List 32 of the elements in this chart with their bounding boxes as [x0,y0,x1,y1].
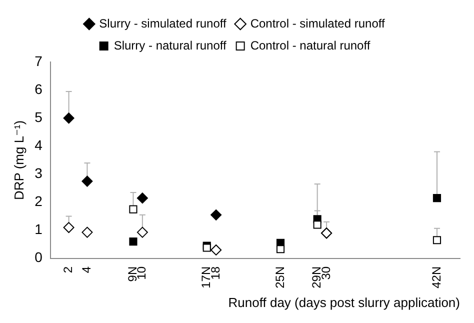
point [129,205,138,214]
point [276,245,285,254]
x-tick-label: 2 [61,266,76,274]
y-axis-title: DRP (mg L⁻¹) [11,120,26,200]
y-tick-label: 1 [34,221,43,238]
legend-label: Control - simulated runoff [250,16,386,30]
y-tick-label: 3 [34,165,43,182]
point [63,222,74,234]
point [432,194,442,202]
x-axis-title: Runoff day (days post slurry application) [228,294,460,310]
point [82,176,93,187]
point [136,192,148,204]
x-tick-label: 4 [80,266,94,274]
point [432,236,442,244]
point [136,226,148,238]
y-tick-label: 4 [34,137,43,154]
point [63,112,74,124]
point [210,209,222,220]
y-tick-label: 2 [34,193,43,210]
point [313,220,322,229]
legend-label: Slurry - simulated runoff [99,16,227,30]
legend-label: Slurry - natural runoff [114,38,227,52]
point [210,244,222,256]
y-tick-label: 7 [34,52,43,69]
y-tick-label: 6 [34,80,43,97]
point [129,238,138,246]
x-tick-label: 25N [272,266,287,288]
y-tick-label: 5 [34,108,43,125]
x-tick-label: 42N [429,266,444,288]
point [82,226,93,238]
legend-label: Control - natural runoff [250,38,371,52]
y-tick-label: 0 [34,249,43,266]
